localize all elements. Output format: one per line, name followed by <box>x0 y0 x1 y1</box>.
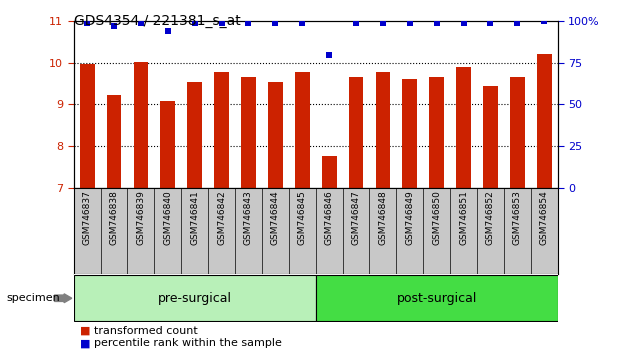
Bar <box>315 275 558 321</box>
Point <box>324 52 334 57</box>
Text: percentile rank within the sample: percentile rank within the sample <box>94 338 282 348</box>
Bar <box>187 82 202 188</box>
Text: GSM746841: GSM746841 <box>190 190 199 245</box>
Text: ■: ■ <box>80 338 90 348</box>
Point <box>163 28 173 34</box>
Bar <box>268 82 283 188</box>
Bar <box>537 54 552 188</box>
Bar <box>376 72 390 188</box>
Text: GSM746851: GSM746851 <box>459 190 468 245</box>
Text: post-surgical: post-surgical <box>397 292 477 305</box>
Point <box>82 20 92 26</box>
Text: GSM746854: GSM746854 <box>540 190 549 245</box>
Text: GSM746852: GSM746852 <box>486 190 495 245</box>
Text: GSM746846: GSM746846 <box>324 190 333 245</box>
Text: GSM746848: GSM746848 <box>378 190 387 245</box>
Point <box>458 20 469 26</box>
Bar <box>456 67 471 188</box>
Text: GDS4354 / 221381_s_at: GDS4354 / 221381_s_at <box>74 14 240 28</box>
Bar <box>241 78 256 188</box>
Point <box>512 20 522 26</box>
Text: transformed count: transformed count <box>94 326 198 336</box>
Text: GSM746845: GSM746845 <box>298 190 307 245</box>
Bar <box>403 80 417 188</box>
Text: pre-surgical: pre-surgical <box>158 292 231 305</box>
Point <box>378 20 388 26</box>
Text: GSM746853: GSM746853 <box>513 190 522 245</box>
Point <box>539 18 549 24</box>
Point <box>431 20 442 26</box>
Bar <box>106 95 121 188</box>
Point <box>217 20 227 26</box>
Point <box>297 20 308 26</box>
Point <box>244 20 254 26</box>
Text: GSM746847: GSM746847 <box>351 190 360 245</box>
Text: ■: ■ <box>80 326 90 336</box>
Bar <box>483 86 498 188</box>
Bar <box>160 101 175 188</box>
Bar <box>214 72 229 188</box>
Text: GSM746843: GSM746843 <box>244 190 253 245</box>
Point <box>136 20 146 26</box>
Bar <box>295 72 310 188</box>
Bar <box>79 64 95 188</box>
Bar <box>349 76 363 188</box>
Bar <box>429 78 444 188</box>
Text: specimen: specimen <box>6 293 60 303</box>
Point <box>271 20 281 26</box>
Point <box>404 20 415 26</box>
Text: GSM746850: GSM746850 <box>432 190 441 245</box>
Bar <box>74 275 315 321</box>
Point <box>109 23 119 29</box>
Text: GSM746838: GSM746838 <box>110 190 119 245</box>
Text: GSM746842: GSM746842 <box>217 190 226 245</box>
Point <box>485 20 495 26</box>
Text: GSM746839: GSM746839 <box>137 190 146 245</box>
Bar <box>322 156 337 188</box>
Text: GSM746837: GSM746837 <box>83 190 92 245</box>
Text: GSM746840: GSM746840 <box>163 190 172 245</box>
Bar <box>510 76 525 188</box>
Text: GSM746844: GSM746844 <box>271 190 280 245</box>
Point <box>190 20 200 26</box>
Text: GSM746849: GSM746849 <box>405 190 414 245</box>
Bar <box>133 62 148 188</box>
Point <box>351 20 361 26</box>
